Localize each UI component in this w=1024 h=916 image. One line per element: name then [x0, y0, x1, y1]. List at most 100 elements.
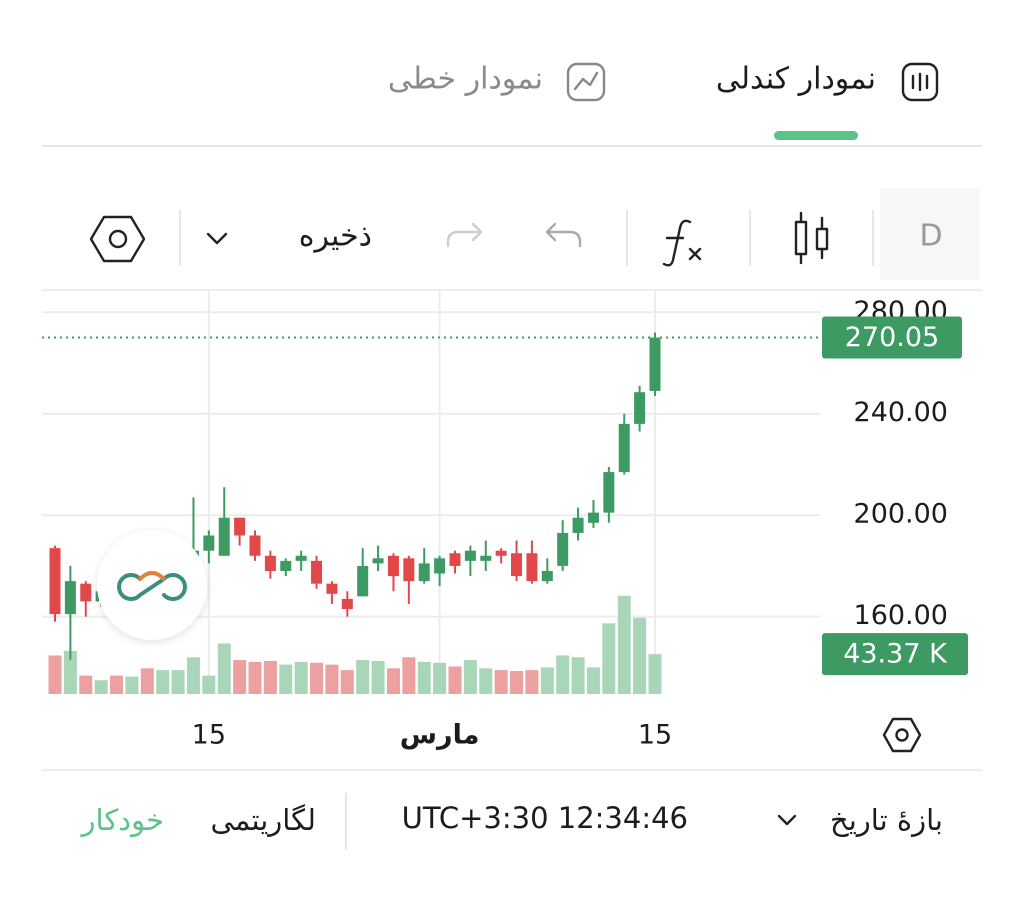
volume-bar [294, 661, 308, 694]
date-range-button[interactable]: بازهٔ تاریخ [830, 803, 943, 837]
candle-body [49, 548, 61, 615]
candle-body [249, 535, 261, 556]
volume-badge [822, 633, 968, 676]
candle-body [372, 558, 384, 564]
volume-bar [479, 668, 493, 694]
icon-part [688, 247, 702, 261]
volume-bar [94, 680, 108, 694]
volume-bar [325, 664, 339, 694]
volume-bar [633, 617, 647, 694]
x-tick-label: 15 [638, 720, 672, 751]
save-dropdown[interactable] [206, 232, 228, 245]
indicator-button[interactable] [662, 219, 702, 267]
y-tick-label: 240.00 [854, 397, 948, 428]
volume-bar [402, 657, 416, 694]
volume-bar [371, 660, 385, 694]
candle-body [234, 517, 246, 536]
candle-body [80, 583, 92, 602]
candle-body [464, 550, 476, 561]
volume-bar [110, 675, 124, 694]
volume-label: 43.37 K [843, 639, 948, 670]
volume-bar [125, 676, 139, 694]
interval-button[interactable]: D [919, 219, 942, 254]
undo-button[interactable] [545, 222, 582, 248]
y-tick-label: 200.00 [854, 499, 948, 530]
save-button[interactable]: ذخیره [299, 219, 372, 254]
volume-bar [540, 667, 554, 694]
candle-body [649, 337, 661, 391]
volume-bar [63, 650, 77, 694]
volume-bar [156, 670, 170, 694]
candle-body [295, 555, 307, 561]
icon-part [662, 219, 692, 267]
volume-bar [48, 655, 62, 694]
icon-part [882, 717, 922, 753]
candle-body [403, 558, 415, 582]
redo-button[interactable] [446, 222, 483, 248]
candle-body [480, 555, 492, 561]
volume-bar [79, 675, 93, 694]
tab-label: نمودار خطی [388, 62, 543, 97]
volume-bar [202, 675, 216, 694]
volume-bar [248, 661, 262, 694]
volume-bar [140, 668, 154, 694]
volume-bar [433, 662, 447, 694]
candle-tab-icon [901, 62, 939, 102]
line-tab-icon [566, 62, 606, 102]
active-tab-indicator [774, 131, 858, 140]
tab-label: نمودار کندلی [716, 62, 876, 97]
candle-body [357, 565, 369, 597]
icon-part [895, 728, 909, 742]
candle-body [434, 558, 446, 574]
log-toggle[interactable]: لگاریتمی [211, 803, 316, 837]
candle-body [449, 553, 461, 566]
interval-bg [880, 188, 980, 280]
candle-body [541, 570, 553, 582]
volume-bar [417, 661, 431, 694]
volume-bar [586, 667, 600, 694]
volume-bar [648, 654, 662, 694]
candle-body [418, 563, 430, 582]
icon-part [794, 220, 808, 256]
candle-body [618, 423, 630, 473]
chart-type-button[interactable] [794, 211, 829, 265]
candle-body [603, 472, 615, 513]
candle-body [264, 555, 276, 571]
tab-candle[interactable]: نمودار کندلی [716, 62, 939, 102]
clock: UTC+3:30 12:34:46 [402, 801, 688, 835]
volume-bar [448, 666, 462, 694]
date-range-dropdown[interactable] [777, 814, 797, 826]
x-tick-label: مارس [400, 720, 480, 751]
volume-bar [602, 623, 616, 694]
last-price-label: 270.05 [845, 322, 939, 353]
volume-bar [510, 671, 524, 694]
axis-settings-button[interactable] [882, 717, 922, 753]
candle-body [557, 532, 569, 566]
candle-body [572, 517, 584, 533]
volume-bar [171, 670, 185, 694]
volume-bar [217, 643, 231, 694]
volume-bar [340, 670, 354, 694]
logo-mark [117, 573, 187, 601]
candle-body [511, 553, 523, 577]
candle-body [526, 553, 538, 582]
candle-body [64, 581, 76, 615]
volume-bar [233, 660, 247, 694]
volume-bar [186, 657, 200, 694]
candle-body [341, 598, 353, 610]
logo-mark [138, 571, 166, 581]
volume-bar [310, 662, 324, 694]
y-tick-label: 160.00 [854, 600, 948, 631]
auto-toggle[interactable]: خودکار [80, 803, 164, 837]
candle-body [587, 512, 599, 523]
candle-body [280, 560, 292, 571]
settings-button[interactable] [89, 215, 146, 263]
candle-body [634, 392, 646, 424]
brand-logo [97, 530, 207, 640]
tab-line[interactable]: نمودار خطی [388, 62, 606, 102]
candle-body [218, 517, 230, 556]
volume-bar [263, 660, 277, 694]
icon-part [89, 215, 146, 263]
x-tick-label: 15 [192, 720, 226, 751]
